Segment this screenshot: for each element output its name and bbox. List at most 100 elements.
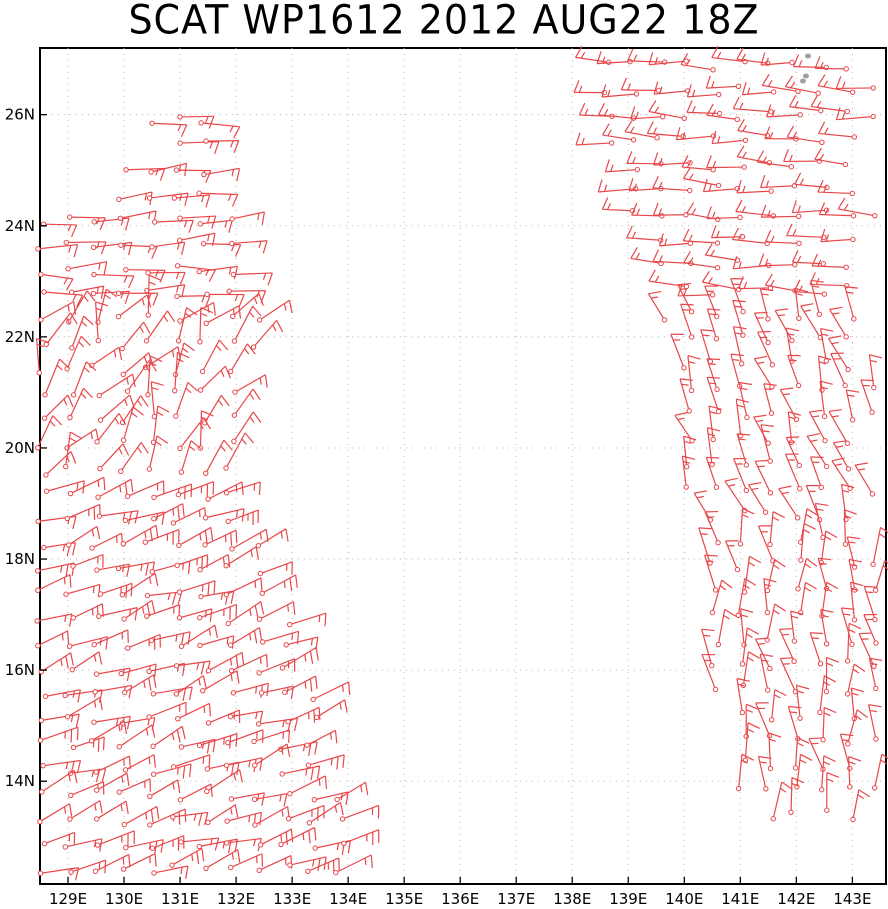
wind-barb — [146, 192, 189, 206]
wind-barb — [256, 299, 293, 323]
wind-barb — [223, 481, 261, 496]
wind-barb — [767, 511, 785, 548]
wind-barb — [795, 557, 818, 592]
wind-barb — [339, 804, 380, 822]
lat-tick-label: 22N — [5, 328, 35, 346]
longitude-ticks: 129E 130E 131E 132E 133E 134E 135E 136E 137E 138E… — [49, 877, 871, 908]
wind-barb — [146, 701, 187, 720]
wind-barb — [42, 358, 70, 398]
wind-barb — [601, 197, 636, 214]
wind-barb — [35, 415, 63, 451]
wind-barb — [760, 424, 774, 464]
wind-barb — [94, 800, 129, 822]
wind-barb — [144, 604, 181, 619]
wind-barb — [196, 190, 239, 207]
wind-barb — [231, 305, 262, 344]
wind-barb — [205, 481, 244, 502]
wind-barb — [701, 628, 715, 669]
wind-barb — [250, 320, 284, 350]
wind-barb — [229, 211, 265, 225]
wind-barb — [730, 278, 746, 315]
wind-barb — [794, 287, 809, 321]
wind-barb — [97, 394, 135, 423]
wind-barb — [798, 522, 816, 563]
wind-barb — [225, 509, 259, 525]
wind-barb — [737, 507, 755, 547]
wind-barb — [736, 145, 773, 166]
wind-barb — [287, 612, 327, 628]
rain-flag-dot — [803, 73, 809, 79]
wind-barb — [116, 778, 151, 795]
wind-barb — [737, 119, 771, 139]
wind-barb — [680, 303, 695, 340]
wind-barb — [701, 653, 719, 693]
wind-barb — [40, 221, 78, 238]
lon-tick-label: 141E — [721, 890, 759, 908]
wind-barb — [828, 408, 851, 446]
wind-barb — [197, 307, 214, 345]
wind-barb — [256, 601, 296, 622]
wind-barb — [171, 194, 211, 208]
wind-barb — [68, 781, 105, 798]
wind-barb — [731, 227, 770, 247]
wind-barb — [706, 103, 740, 123]
wind-barb — [43, 451, 77, 478]
wind-barb — [706, 427, 721, 468]
wind-barb — [89, 532, 124, 551]
wind-barb — [95, 288, 118, 325]
wind-barb — [736, 433, 751, 468]
wind-barb — [257, 561, 293, 577]
wind-barb — [91, 217, 130, 231]
wind-barb — [756, 150, 795, 170]
wind-barb — [228, 653, 268, 674]
lat-tick-label: 14N — [5, 772, 35, 790]
wind-barb — [119, 572, 159, 598]
wind-barb — [806, 433, 830, 470]
wind-barb — [847, 756, 862, 790]
wind-barb — [197, 365, 231, 393]
wind-barb — [34, 562, 75, 578]
wind-barb — [202, 529, 238, 548]
wind-barb — [794, 753, 813, 790]
wind-barb — [282, 675, 318, 695]
wind-barb — [66, 525, 101, 548]
wind-barb — [174, 293, 211, 309]
wind-barb — [150, 405, 170, 445]
wind-barb — [708, 405, 722, 443]
wind-barb — [313, 699, 348, 721]
wind-barb — [648, 269, 690, 290]
wind-barb — [686, 202, 721, 223]
wind-barbs — [34, 45, 888, 881]
wind-barb — [228, 792, 265, 806]
wind-barb — [725, 540, 741, 573]
wind-barb — [818, 121, 858, 140]
wind-barb — [96, 607, 138, 621]
wind-barb — [824, 772, 840, 813]
wind-barb — [37, 803, 73, 825]
wind-barb — [575, 132, 615, 146]
wind-barb — [601, 84, 640, 98]
wind-barb — [631, 202, 665, 219]
wind-barb — [706, 308, 721, 342]
wind-barb — [842, 509, 857, 547]
wind-barb — [89, 346, 123, 369]
wind-barb — [736, 47, 771, 66]
wind-barb — [205, 709, 241, 726]
wind-barb — [732, 299, 746, 338]
wind-barb — [196, 838, 239, 854]
wind-barb — [844, 622, 862, 664]
wind-barb — [820, 609, 834, 647]
wind-barb — [67, 387, 93, 421]
wind-barb — [630, 106, 666, 120]
wind-barb — [197, 410, 214, 451]
wind-barb — [778, 485, 801, 521]
wind-barb — [305, 857, 340, 875]
wind-barb — [92, 853, 131, 874]
wind-barb — [306, 801, 344, 826]
wind-barb — [37, 726, 79, 743]
wind-barb — [170, 754, 211, 770]
wind-barb — [868, 354, 883, 391]
wind-barb — [787, 354, 802, 389]
wind-barb — [145, 270, 186, 285]
